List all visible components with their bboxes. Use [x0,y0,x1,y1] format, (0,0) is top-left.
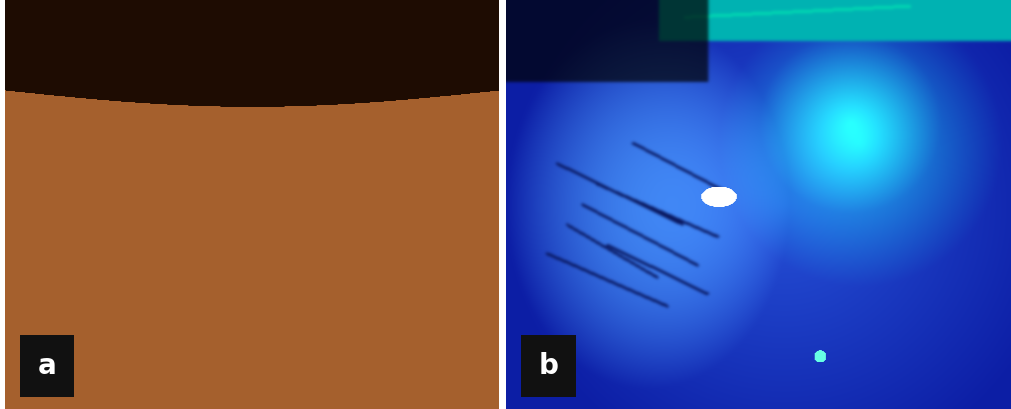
Text: b: b [539,352,558,380]
FancyBboxPatch shape [20,335,74,397]
Text: a: a [37,352,57,380]
FancyBboxPatch shape [521,335,576,397]
